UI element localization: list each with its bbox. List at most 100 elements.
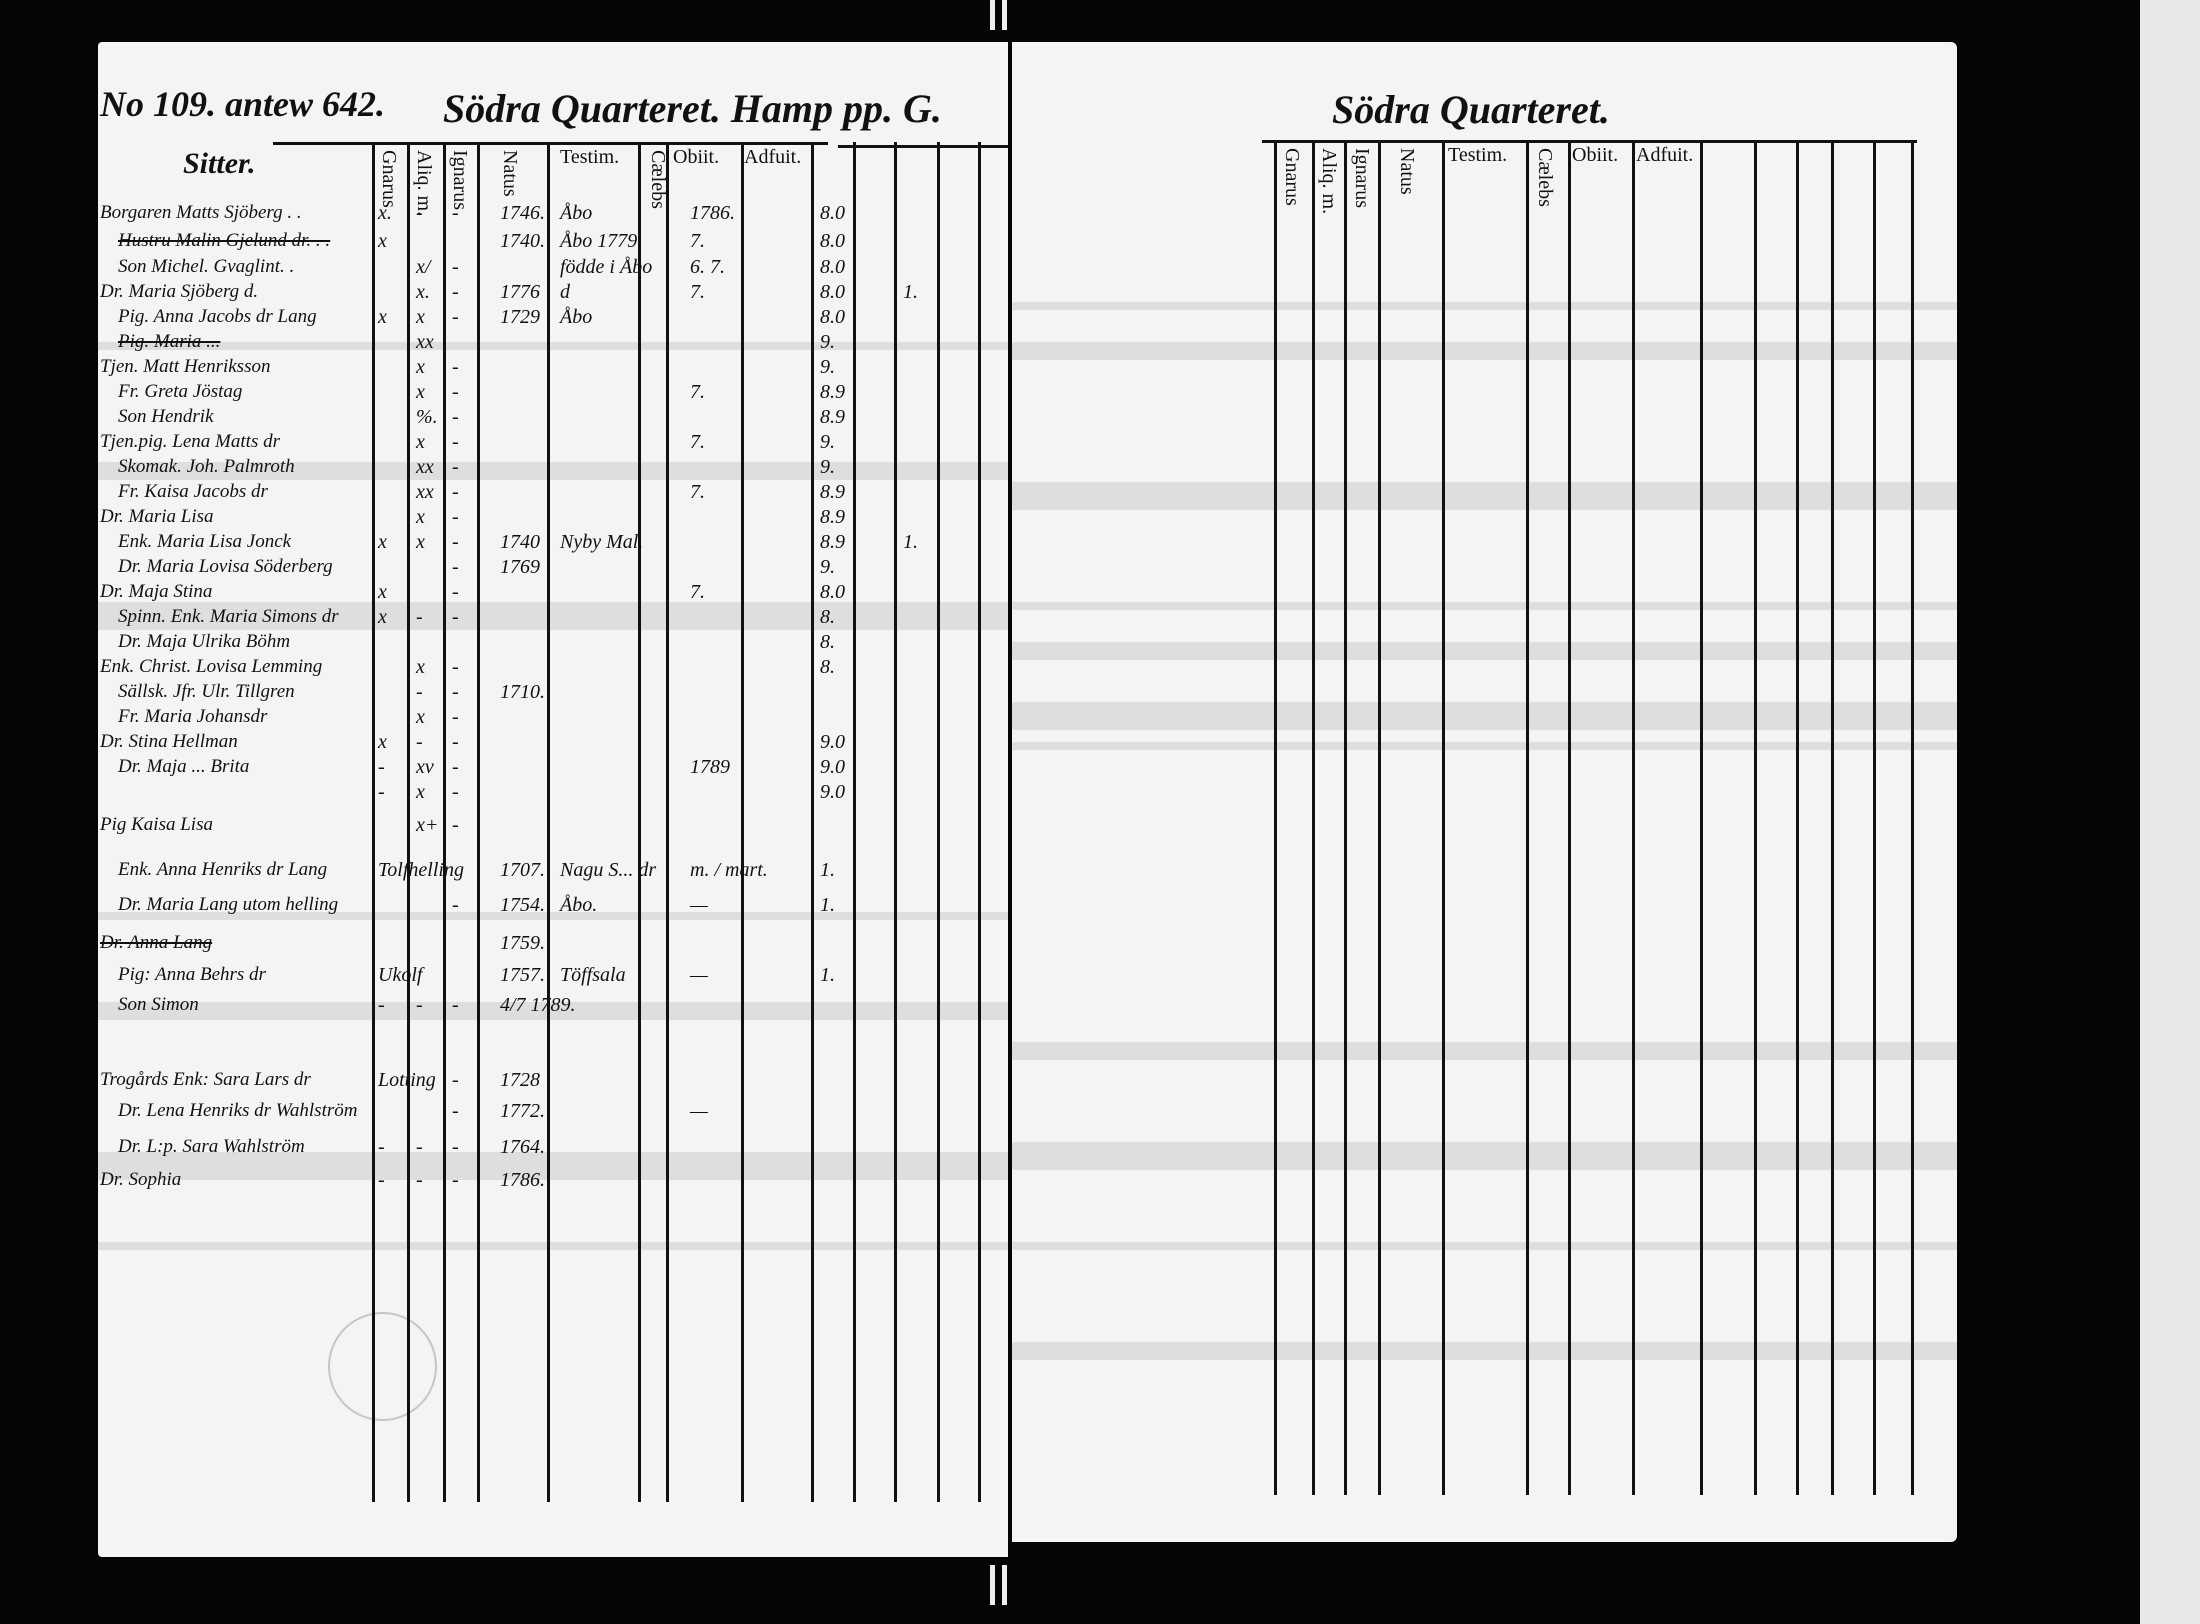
adfuit-value: 9. — [820, 431, 835, 453]
column-header: Gnarus — [1281, 148, 1303, 206]
adfuit-value: 9. — [820, 331, 835, 353]
adfuit-value: 8.0 — [820, 230, 845, 252]
entry-name: Enk. Anna Henriks dr Lang — [118, 859, 328, 880]
left-register-page: No 109. antew 642. Södra Quarteret. Hamp… — [98, 42, 1008, 1557]
column-rule — [1312, 140, 1315, 1495]
scan-streak — [1012, 742, 1957, 750]
scan-streak — [98, 1242, 1008, 1250]
scan-streak — [98, 912, 1008, 920]
column-rule — [811, 142, 814, 1502]
testim-place: Nyby Mal. — [560, 531, 644, 553]
column-header: Obiit. — [1572, 144, 1619, 166]
ignarus-mark: - — [452, 381, 459, 403]
entry-name: Dr. Maja Stina — [100, 581, 213, 602]
ignarus-mark: - — [452, 581, 459, 603]
entry-name: Pig: Anna Behrs dr — [118, 964, 266, 985]
obiit-value: 7. — [690, 431, 705, 453]
adfuit-value: 8.9 — [820, 506, 845, 528]
ignarus-mark: - — [452, 894, 459, 916]
entry-name: Dr. Maria Lisa — [100, 506, 214, 527]
adfuit-value: 9.0 — [820, 731, 845, 753]
entry-name: Fr. Kaisa Jacobs dr — [118, 481, 268, 502]
scan-streak — [98, 462, 1008, 480]
column-rule — [937, 142, 940, 1502]
spine-mark — [990, 1565, 995, 1605]
adfuit-value: 8.0 — [820, 256, 845, 278]
aliq-mark: x — [416, 431, 425, 453]
entry-name: Tjen.pig. Lena Matts dr — [100, 431, 280, 452]
entry-name: Trogårds Enk: Sara Lars dr — [100, 1069, 311, 1090]
ignarus-mark: - — [452, 356, 459, 378]
header-rule — [273, 142, 828, 145]
column-rule — [477, 142, 480, 1502]
entry-name: Pig. Anna Jacobs dr Lang — [118, 306, 317, 327]
column-header: Adfuit. — [744, 146, 802, 168]
entry-name: Pig. Maria ... — [118, 331, 221, 352]
column-rule — [1378, 140, 1381, 1495]
entry-name: Hustru Malin Gjelund dr. . . — [118, 230, 331, 251]
gnarus-mark: x — [378, 230, 387, 252]
adfuit-value: 1. — [820, 894, 835, 916]
header-rule — [1262, 140, 1917, 143]
column-header: Natus — [1396, 148, 1418, 195]
entry-name: Pig Kaisa Lisa — [100, 814, 213, 835]
testim-place: Nagu S... dr — [560, 859, 657, 881]
column-header: Aliq. m. — [1318, 148, 1340, 215]
entry-name: Dr. L:p. Sara Wahlström — [118, 1136, 305, 1157]
ignarus-mark: - — [452, 406, 459, 428]
column-header: Testim. — [1448, 144, 1508, 166]
gnarus-mark: x — [378, 606, 387, 628]
ignarus-mark: - — [452, 1069, 459, 1091]
scan-streak — [1012, 1242, 1957, 1250]
entry-name: Son Michel. Gvaglint. . — [118, 256, 295, 277]
scan-streak — [1012, 1142, 1957, 1170]
column-rule — [1442, 140, 1445, 1495]
aliq-mark: x — [416, 381, 425, 403]
obiit-value: 7. — [690, 281, 705, 303]
extra-mark: 1. — [903, 531, 918, 553]
column-rule — [638, 142, 641, 1502]
adfuit-value: 9.0 — [820, 756, 845, 778]
testim-place: Åbo — [560, 202, 593, 224]
natus-year: 1729 — [500, 306, 540, 328]
adfuit-value: 8. — [820, 656, 835, 678]
gnarus-mark: Tolfhelling — [378, 859, 464, 881]
ignarus-mark: - — [452, 556, 459, 578]
natus-year: 1772. — [500, 1100, 545, 1122]
aliq-mark: - — [416, 681, 423, 703]
ignarus-mark: - — [452, 814, 459, 836]
scanner-margin — [2140, 0, 2200, 1624]
column-header: Gnarus — [378, 150, 400, 208]
library-stamp — [328, 1312, 437, 1421]
ignarus-mark: - — [452, 681, 459, 703]
column-rule — [1632, 140, 1635, 1495]
natus-year: 1769 — [500, 556, 540, 578]
entry-name: Dr. Sophia — [100, 1169, 182, 1190]
natus-year: 1764. — [500, 1136, 545, 1158]
aliq-mark: - — [416, 994, 423, 1016]
column-rule — [1526, 140, 1529, 1495]
scan-streak — [1012, 342, 1957, 360]
entry-name: Son Simon — [118, 994, 199, 1015]
ignarus-mark: - — [452, 506, 459, 528]
column-rule — [443, 142, 446, 1502]
natus-year: 1746. — [500, 202, 545, 224]
natus-year: 1707. — [500, 859, 545, 881]
gnarus-mark: Lotting — [378, 1069, 436, 1091]
aliq-mark: x. — [416, 281, 430, 303]
gnarus-mark: - — [378, 756, 385, 778]
column-rule — [1568, 140, 1571, 1495]
aliq-mark: %. — [416, 406, 438, 428]
column-header: Adfuit. — [1636, 144, 1694, 166]
aliq-mark: - — [416, 1136, 423, 1158]
natus-year: 1710. — [500, 681, 545, 703]
adfuit-value: 1. — [820, 859, 835, 881]
column-rule — [1873, 140, 1876, 1495]
aliq-mark: x — [416, 506, 425, 528]
obiit-value: 1786. — [690, 202, 735, 224]
ignarus-mark: - — [452, 1136, 459, 1158]
natus-year: 1740 — [500, 531, 540, 553]
entry-name: Enk. Christ. Lovisa Lemming — [100, 656, 323, 677]
scan-streak — [98, 342, 1008, 350]
column-rule — [1911, 140, 1914, 1495]
